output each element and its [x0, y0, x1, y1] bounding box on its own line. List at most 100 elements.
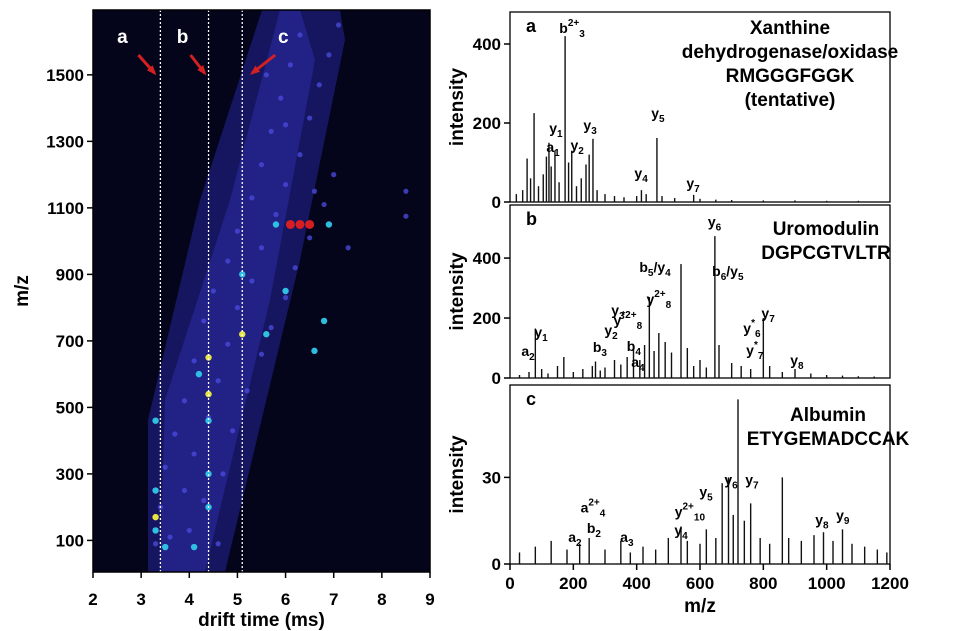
peak-label-part: 2 — [529, 352, 535, 363]
marker-arrowhead — [249, 65, 261, 75]
peak-label-part: 4 — [600, 509, 606, 520]
peak-label-part: 10 — [694, 513, 706, 524]
peak-label-part: y — [534, 324, 542, 340]
peak-label-part: 3 — [579, 29, 585, 40]
y-tick-label: 30 — [482, 468, 501, 487]
peak-label-part: y — [746, 342, 754, 358]
heatmap-point — [345, 245, 351, 251]
heatmap-band-core — [160, 10, 315, 572]
heatmap-point — [230, 428, 236, 434]
x-tick-label: 1000 — [808, 574, 846, 593]
peak-label-part: /y — [653, 259, 665, 275]
peak-label-part: 2 — [595, 529, 601, 540]
peak-label-part: 2 — [612, 331, 618, 342]
heatmap-point — [205, 417, 212, 424]
heatmap-point — [162, 464, 168, 470]
y-tick-label: 300 — [56, 465, 84, 484]
peak-label-part: 5 — [648, 268, 654, 279]
peak-label-part: a — [568, 529, 576, 545]
heatmap-point — [152, 527, 159, 534]
heatmap-point — [292, 265, 298, 271]
y-tick-label: 700 — [56, 332, 84, 351]
peak-label-part: 2+ — [568, 18, 580, 29]
heatmap-point — [403, 213, 409, 219]
peak-label-part: 7 — [694, 184, 700, 195]
peak-label-part: 2 — [578, 146, 584, 157]
panel-title: dehydrogenase/oxidase — [682, 42, 898, 63]
peak-label: a3 — [620, 529, 634, 549]
x-tick-label: 3 — [136, 590, 145, 609]
peak-label-part: * — [754, 340, 758, 351]
peak-label: a2 — [568, 529, 582, 549]
peak-label: y3 — [611, 302, 625, 322]
heatmap-point — [273, 211, 279, 218]
peak-label-part: b — [639, 259, 648, 275]
heatmap-point — [190, 543, 198, 551]
heatmap-point — [321, 201, 327, 208]
peak-label-part: 8 — [798, 361, 804, 372]
peak-label-part: y — [675, 504, 683, 520]
peak-label-part: y — [634, 165, 642, 181]
peak-label: y2+8 — [646, 289, 671, 311]
panel-title: Xanthine — [750, 18, 830, 39]
heatmap-point — [282, 287, 289, 295]
peak-label-part: 2+ — [682, 502, 694, 513]
x-tick-label: 6 — [281, 590, 290, 609]
peak-label-part: 3 — [628, 538, 634, 549]
heatmap-point — [225, 341, 231, 347]
y-tick-label: 1500 — [46, 66, 84, 85]
peak-label-part: y — [745, 472, 753, 488]
heatmap-point — [335, 22, 342, 28]
x-tick-label: 4 — [185, 590, 195, 609]
heatmap-point — [258, 351, 265, 357]
heatmap-point — [258, 245, 265, 251]
x-tick-label: 400 — [622, 574, 650, 593]
heatmap-point — [282, 295, 289, 301]
plot-frame — [92, 9, 431, 573]
heatmap-point — [307, 115, 313, 121]
peak-label-part: y — [583, 117, 591, 133]
heatmap-point — [295, 219, 305, 229]
peak-label: y7 — [745, 472, 759, 492]
y-tick-label: 900 — [56, 265, 84, 284]
heatmap-point — [403, 188, 409, 194]
peak-label: b6/y5 — [712, 263, 744, 283]
peak-label: y5 — [699, 484, 713, 504]
marker-label: c — [278, 27, 289, 48]
heatmap-point — [205, 354, 212, 361]
y-tick-label: 400 — [473, 35, 501, 54]
panel-title: Albumin — [790, 405, 866, 426]
peak-label-part: y — [836, 507, 844, 523]
x-tick-label: 200 — [559, 574, 587, 593]
peak-label-part: 7 — [753, 481, 759, 492]
x-tick-label: 9 — [425, 590, 434, 609]
marker-label: b — [177, 27, 189, 48]
peak-label: y1 — [534, 324, 548, 344]
peak-label-part: 9 — [844, 516, 850, 527]
peak-label-part: y — [743, 320, 751, 336]
peak-label: y8 — [815, 512, 829, 532]
y-tick-label: 1300 — [46, 132, 84, 151]
peak-label-part: 4 — [682, 531, 688, 542]
heatmap-point — [234, 305, 241, 311]
heatmap-point — [191, 451, 197, 457]
peak-label-part: 1 — [542, 333, 548, 344]
peak-label: y6 — [724, 472, 738, 492]
peak-label-part: y — [699, 484, 707, 500]
panel-letter: b — [526, 209, 537, 229]
heatmap-point — [201, 497, 207, 504]
peak-label: y3 — [583, 117, 597, 137]
y-tick-label: 500 — [56, 398, 84, 417]
marker-label: a — [117, 27, 128, 48]
heatmap-point — [282, 181, 289, 188]
peak-label-part: y — [611, 302, 619, 318]
peak-label: y7 — [761, 305, 775, 325]
panel-title: Uromodulin — [773, 219, 880, 240]
panel-title: (tentative) — [745, 90, 836, 111]
peak-label-part: a — [631, 354, 639, 370]
peak-label-part: y — [549, 120, 557, 136]
peak-label-part: 5 — [659, 114, 665, 125]
x-tick-label: 800 — [749, 574, 777, 593]
peak-label-part: y — [790, 352, 798, 368]
peak-label-part: b — [712, 263, 721, 279]
